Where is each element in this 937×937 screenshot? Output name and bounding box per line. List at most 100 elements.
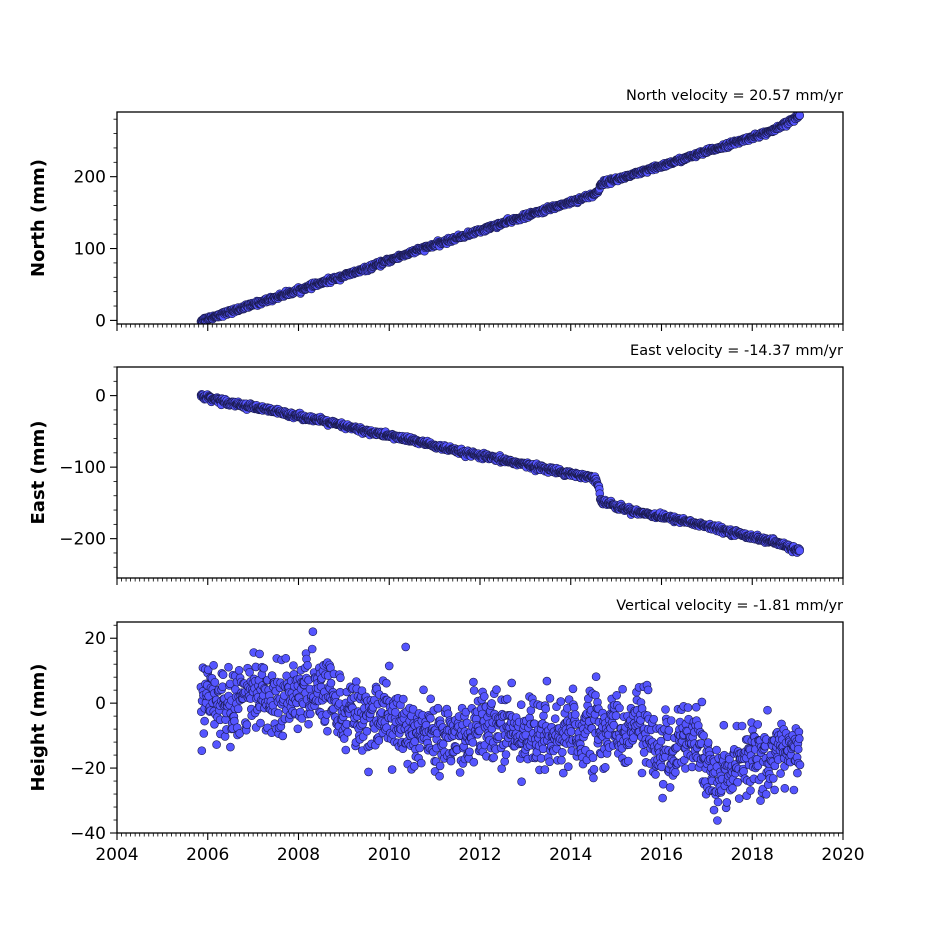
data-point bbox=[761, 789, 771, 799]
data-point bbox=[713, 797, 723, 807]
data-point bbox=[639, 748, 649, 757]
data-point bbox=[600, 762, 610, 772]
data-point bbox=[384, 661, 394, 671]
data-point bbox=[558, 768, 568, 778]
data-point bbox=[293, 724, 303, 734]
data-point bbox=[297, 714, 307, 723]
data-point bbox=[426, 694, 436, 704]
data-point bbox=[435, 771, 444, 781]
x-tick-label: 2006 bbox=[186, 845, 229, 865]
data-point bbox=[387, 765, 397, 774]
y-tick-label: −40 bbox=[70, 824, 106, 844]
data-point bbox=[303, 660, 312, 670]
data-point bbox=[618, 684, 627, 694]
data-point bbox=[703, 738, 713, 747]
data-point bbox=[307, 644, 317, 654]
data-point bbox=[753, 720, 763, 729]
data-point bbox=[224, 662, 233, 672]
data-point bbox=[623, 756, 633, 766]
data-point bbox=[664, 725, 674, 735]
data-point bbox=[699, 731, 708, 740]
y-tick-label: −100 bbox=[59, 458, 106, 478]
data-point bbox=[362, 726, 372, 736]
data-point bbox=[589, 764, 599, 774]
data-point bbox=[443, 709, 453, 719]
data-point bbox=[568, 684, 578, 694]
data-point bbox=[409, 761, 419, 771]
data-point bbox=[209, 660, 218, 670]
data-point bbox=[789, 785, 799, 795]
east-scatter-points bbox=[196, 389, 805, 557]
data-point bbox=[416, 758, 426, 768]
data-point bbox=[550, 714, 560, 724]
data-point bbox=[557, 755, 566, 765]
data-point bbox=[305, 709, 315, 719]
data-point bbox=[351, 677, 361, 686]
data-point bbox=[563, 762, 573, 772]
data-point bbox=[233, 704, 243, 714]
data-point bbox=[226, 742, 235, 752]
height-x-ticks: 2004 2006 2008 2010 2012 2014 2016 2018 2020 bbox=[95, 833, 865, 865]
data-point bbox=[542, 676, 552, 686]
data-point bbox=[591, 690, 600, 700]
data-point bbox=[557, 747, 567, 757]
data-point bbox=[538, 744, 548, 754]
data-point bbox=[200, 716, 209, 726]
data-point bbox=[197, 746, 207, 756]
height-panel: 2004 2006 2008 2010 2012 2014 2016 2018 2020200−… bbox=[28, 598, 865, 865]
data-point bbox=[446, 756, 456, 766]
data-point bbox=[539, 711, 548, 721]
data-point bbox=[615, 703, 624, 713]
data-point bbox=[278, 731, 288, 741]
data-point bbox=[507, 678, 517, 688]
data-point bbox=[468, 738, 478, 747]
data-point bbox=[658, 793, 667, 803]
east-x-ticks bbox=[116, 578, 844, 585]
x-tick-label: 2004 bbox=[95, 845, 138, 865]
data-point bbox=[794, 734, 804, 743]
y-tick-label: −200 bbox=[59, 530, 106, 550]
data-point bbox=[426, 713, 435, 723]
data-point bbox=[212, 740, 221, 749]
x-tick-label: 2012 bbox=[458, 845, 501, 865]
north-x-ticks bbox=[116, 324, 844, 331]
data-point bbox=[566, 727, 576, 736]
data-point bbox=[541, 704, 551, 714]
north-y-ticks: 0 100 200 bbox=[74, 118, 117, 331]
data-point bbox=[643, 685, 653, 695]
data-point bbox=[281, 653, 291, 663]
data-point bbox=[569, 702, 579, 712]
x-tick-label: 2016 bbox=[640, 845, 683, 865]
data-point bbox=[763, 705, 772, 715]
data-point bbox=[304, 719, 313, 729]
y-tick-label: 200 bbox=[74, 168, 106, 188]
height-velocity-title: Vertical velocity = -1.81 mm/yr bbox=[616, 598, 843, 614]
data-point bbox=[661, 705, 670, 714]
data-point bbox=[795, 546, 805, 556]
data-point bbox=[536, 753, 546, 763]
data-point bbox=[487, 699, 496, 708]
north-y-axis-label: North (mm) bbox=[28, 159, 49, 277]
data-point bbox=[234, 665, 244, 675]
data-point bbox=[656, 736, 666, 746]
data-point bbox=[469, 677, 478, 687]
data-point bbox=[733, 777, 742, 787]
data-point bbox=[734, 794, 744, 803]
y-tick-label: 20 bbox=[84, 629, 106, 649]
data-point bbox=[770, 785, 779, 795]
data-point bbox=[795, 760, 805, 770]
data-point bbox=[199, 729, 209, 738]
data-point bbox=[637, 768, 647, 778]
data-point bbox=[210, 677, 220, 687]
data-point bbox=[589, 773, 598, 783]
data-point bbox=[671, 767, 680, 777]
data-point bbox=[408, 704, 418, 714]
y-tick-label: 0 bbox=[95, 387, 106, 407]
data-point bbox=[737, 721, 747, 731]
data-point bbox=[516, 700, 526, 710]
data-point bbox=[382, 678, 391, 688]
data-point bbox=[256, 718, 265, 728]
y-tick-label: 0 bbox=[95, 694, 106, 714]
data-point bbox=[398, 694, 408, 704]
data-point bbox=[746, 786, 755, 795]
